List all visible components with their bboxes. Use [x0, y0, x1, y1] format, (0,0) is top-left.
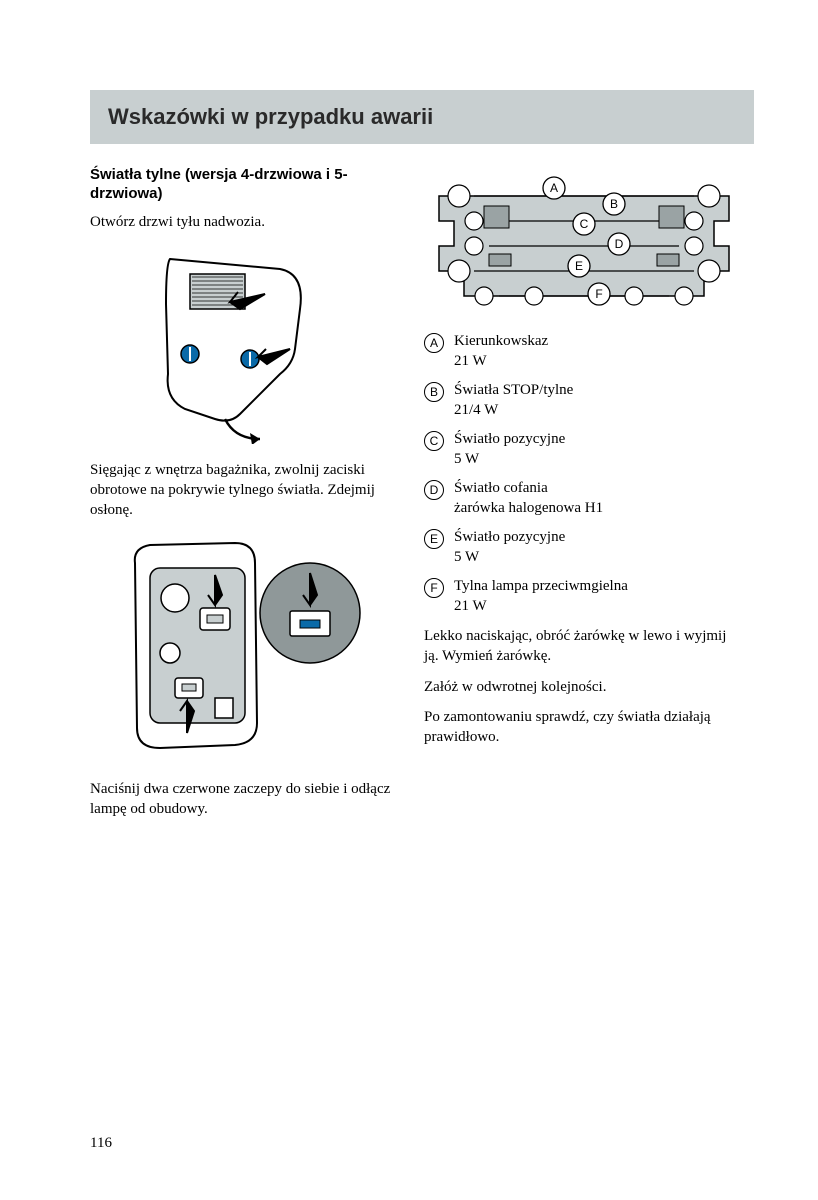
legend-text: Światło cofaniażarówka halogenowa H1: [454, 479, 603, 518]
two-column-layout: Światła tylne (wersja 4-drzwiowa i 5-drz…: [90, 166, 754, 829]
svg-text:D: D: [615, 237, 624, 251]
left-column: Światła tylne (wersja 4-drzwiowa i 5-drz…: [90, 166, 400, 829]
legend-text: Tylna lampa przeciwmgielna21 W: [454, 577, 628, 616]
badge-letter: D: [424, 480, 444, 500]
svg-text:A: A: [550, 181, 558, 195]
section-title: Wskazówki w przypadku awarii: [108, 104, 736, 130]
paragraph: Lekko naciskając, obróć żarówkę w lewo i…: [424, 626, 744, 667]
screw-icon: [241, 350, 259, 368]
page-number: 116: [90, 1135, 112, 1152]
badge-letter: E: [424, 529, 444, 549]
legend-text: Kierunkowskaz21 W: [454, 332, 548, 371]
figure-bulb-layout: A B C D E F: [424, 166, 744, 316]
bulb-legend: A Kierunkowskaz21 W B Światła STOP/tylne…: [424, 332, 744, 616]
section-title-bar: Wskazówki w przypadku awarii: [90, 90, 754, 144]
figure-lamp-back: [90, 533, 400, 763]
legend-row: F Tylna lampa przeciwmgielna21 W: [424, 577, 744, 616]
legend-row: D Światło cofaniażarówka halogenowa H1: [424, 479, 744, 518]
right-column: A B C D E F A Kierunkowskaz21 W: [424, 166, 744, 829]
paragraph: Załóż w odwrotnej kolejności.: [424, 677, 744, 697]
paragraph: Sięgając z wnętrza bagażnika, zwolnij za…: [90, 460, 400, 521]
paragraph: Po zamontowaniu sprawdź, czy światła dzi…: [424, 707, 744, 748]
paragraph: Naciśnij dwa czerwone zaczepy do siebie …: [90, 779, 400, 820]
legend-row: B Światła STOP/tylne21/4 W: [424, 381, 744, 420]
badge-letter: F: [424, 578, 444, 598]
svg-text:C: C: [580, 217, 589, 231]
subheading: Światła tylne (wersja 4-drzwiowa i 5-drz…: [90, 166, 400, 204]
badge-letter: C: [424, 431, 444, 451]
screw-icon: [181, 345, 199, 363]
badge-letter: A: [424, 333, 444, 353]
figure-trunk-panel: [90, 244, 400, 444]
legend-row: A Kierunkowskaz21 W: [424, 332, 744, 371]
legend-row: E Światło pozycyjne5 W: [424, 528, 744, 567]
paragraph: Otwórz drzwi tyłu nadwozia.: [90, 212, 400, 232]
badge-letter: B: [424, 382, 444, 402]
legend-text: Światła STOP/tylne21/4 W: [454, 381, 573, 420]
legend-text: Światło pozycyjne5 W: [454, 528, 565, 567]
svg-text:E: E: [575, 259, 583, 273]
legend-text: Światło pozycyjne5 W: [454, 430, 565, 469]
svg-text:B: B: [610, 197, 618, 211]
svg-text:F: F: [595, 287, 602, 301]
legend-row: C Światło pozycyjne5 W: [424, 430, 744, 469]
